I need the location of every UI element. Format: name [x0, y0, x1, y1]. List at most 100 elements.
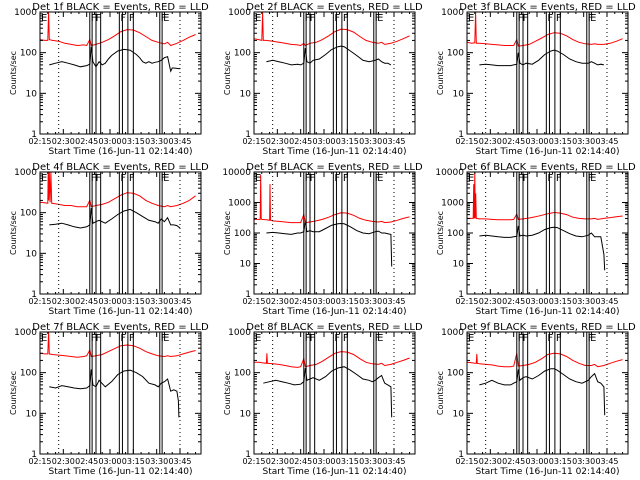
x-tick-label: 03:00	[312, 457, 335, 466]
flag-label: F	[120, 173, 126, 184]
flag-label: F	[129, 173, 135, 184]
y-axis-label: Counts/sec	[436, 211, 445, 255]
flag-label: F	[588, 333, 594, 344]
y-tick-label: 1000	[228, 328, 251, 338]
y-axis-label: Counts/sec	[223, 51, 232, 95]
flag-label: F	[518, 13, 524, 24]
x-tick-label: 02:45	[502, 297, 525, 306]
chart-title: Det 3f BLACK = Events, RED = LLD	[459, 2, 636, 13]
plot-frame	[39, 11, 202, 135]
x-tick-label: 02:30	[52, 457, 75, 466]
flag-label: F	[161, 333, 167, 344]
x-tick-label: 03:45	[382, 457, 405, 466]
flag-label: F	[522, 173, 528, 184]
x-tick-label: 03:45	[595, 457, 618, 466]
flag-label: F	[547, 333, 553, 344]
x-tick-label: 03:15	[336, 457, 359, 466]
flag-label: F	[91, 333, 97, 344]
flag-label: E	[163, 173, 169, 184]
flag-label: E	[255, 13, 261, 24]
y-axis-label: Counts/sec	[223, 371, 232, 415]
x-tick-label: 03:45	[168, 297, 191, 306]
flag-label: F	[161, 173, 167, 184]
y-tick-label: 1000	[228, 199, 251, 209]
y-tick-label: 10	[240, 260, 252, 270]
plot-frame	[39, 171, 202, 295]
y-tick-label: 1	[31, 290, 37, 300]
flag-label: F	[556, 13, 562, 24]
x-tick-label: 03:00	[98, 137, 121, 146]
y-tick-label: 10	[453, 89, 465, 99]
x-tick-label: 02:15	[28, 297, 51, 306]
y-tick-label: 1	[458, 450, 464, 460]
flag-label: F	[305, 13, 311, 24]
y-tick-label: 100	[234, 229, 251, 239]
y-tick-label: 1000	[14, 168, 37, 178]
series-lld-line	[466, 11, 623, 47]
x-tick-label: 03:30	[572, 457, 595, 466]
y-tick-label: 1000	[441, 328, 464, 338]
flag-label: F	[556, 333, 562, 344]
y-tick-label: 100	[447, 49, 464, 59]
flag-label: F	[343, 173, 349, 184]
series-lld-line	[466, 352, 623, 368]
flag-label: E	[41, 13, 47, 24]
flag-label: F	[547, 13, 553, 24]
x-tick-label: 03:00	[98, 297, 121, 306]
series-events-line	[479, 368, 606, 416]
x-tick-label: 02:15	[455, 297, 478, 306]
flag-label: F	[343, 13, 349, 24]
flag-label: F	[375, 173, 381, 184]
flag-label: F	[129, 13, 135, 24]
flag-label: F	[556, 173, 562, 184]
x-tick-label: 02:45	[75, 297, 98, 306]
y-tick-label: 10000	[435, 168, 464, 178]
flag-label: F	[522, 13, 528, 24]
flag-label: E	[377, 13, 383, 24]
flag-label: F	[129, 333, 135, 344]
chart-title: Det 8f BLACK = Events, RED = LLD	[246, 322, 423, 333]
chart-title: Det 7f BLACK = Events, RED = LLD	[32, 322, 209, 333]
x-tick-label: 02:15	[455, 457, 478, 466]
flag-label: E	[468, 13, 474, 24]
y-tick-label: 100	[20, 49, 37, 59]
series-lld-line	[39, 11, 196, 47]
x-axis-label: Start Time (16-Jun-11 02:14:40)	[49, 467, 193, 477]
y-axis-label: Counts/sec	[9, 371, 18, 415]
chart-title: Det 6f BLACK = Events, RED = LLD	[459, 162, 636, 173]
x-tick-label: 03:45	[168, 137, 191, 146]
x-tick-label: 02:45	[75, 457, 98, 466]
y-tick-label: 1000	[441, 199, 464, 209]
chart-title: Det 2f BLACK = Events, RED = LLD	[246, 2, 423, 13]
y-tick-label: 1000	[14, 8, 37, 18]
x-tick-label: 02:15	[242, 137, 265, 146]
y-tick-label: 10	[26, 249, 38, 259]
flag-label: F	[522, 333, 528, 344]
x-tick-label: 02:30	[52, 137, 75, 146]
flag-label: F	[91, 13, 97, 24]
y-tick-label: 1	[458, 290, 464, 300]
series-events-line	[479, 225, 606, 271]
series-events-line	[263, 366, 393, 418]
x-tick-label: 02:15	[455, 137, 478, 146]
x-tick-label: 03:15	[122, 137, 145, 146]
flag-label: E	[377, 173, 383, 184]
series-lld-line	[254, 174, 410, 224]
x-tick-label: 02:30	[479, 137, 502, 146]
x-axis-label: Start Time (16-Jun-11 02:14:40)	[263, 307, 407, 317]
y-tick-label: 10	[453, 409, 465, 419]
x-tick-label: 02:30	[266, 297, 289, 306]
flag-label: F	[120, 13, 126, 24]
y-tick-label: 100	[447, 369, 464, 379]
x-tick-label: 03:00	[98, 457, 121, 466]
flag-label: E	[590, 13, 596, 24]
flag-label: E	[590, 333, 596, 344]
x-tick-label: 02:15	[242, 457, 265, 466]
x-tick-label: 03:30	[145, 457, 168, 466]
series-events-line	[49, 207, 181, 229]
